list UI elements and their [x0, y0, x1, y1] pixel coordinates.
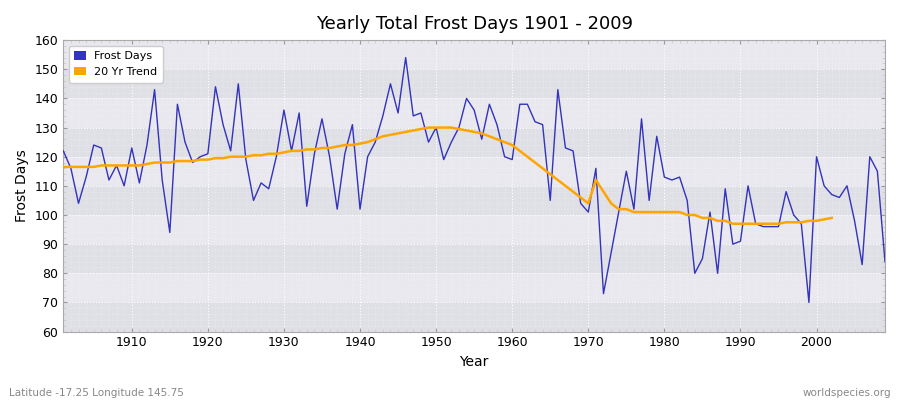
Legend: Frost Days, 20 Yr Trend: Frost Days, 20 Yr Trend	[68, 46, 163, 82]
Bar	[63, 69, 885, 98]
Bar	[63, 186, 885, 215]
Bar	[63, 128, 885, 157]
Y-axis label: Frost Days: Frost Days	[15, 150, 29, 222]
Text: Latitude -17.25 Longitude 145.75: Latitude -17.25 Longitude 145.75	[9, 388, 184, 398]
Bar	[63, 244, 885, 273]
X-axis label: Year: Year	[460, 355, 489, 369]
Text: worldspecies.org: worldspecies.org	[803, 388, 891, 398]
Title: Yearly Total Frost Days 1901 - 2009: Yearly Total Frost Days 1901 - 2009	[316, 15, 633, 33]
Bar	[63, 302, 885, 332]
